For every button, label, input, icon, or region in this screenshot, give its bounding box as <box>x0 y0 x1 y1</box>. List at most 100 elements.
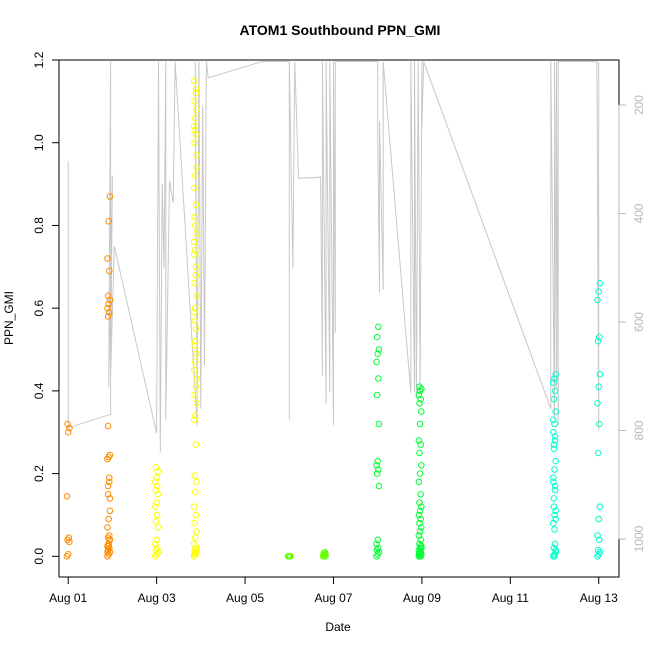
data-point <box>417 515 425 523</box>
data-point <box>417 491 425 498</box>
data-point <box>192 548 199 556</box>
data-point <box>66 424 73 432</box>
data-point <box>415 532 423 539</box>
data-point <box>551 482 559 490</box>
data-point <box>373 333 381 341</box>
data-point <box>104 313 112 320</box>
data-point <box>416 499 423 506</box>
data-point <box>594 296 601 304</box>
data-point <box>106 193 114 200</box>
data-point <box>594 532 601 539</box>
data-point <box>192 325 200 333</box>
data-point <box>192 247 199 254</box>
data-point <box>322 553 329 560</box>
data-point <box>416 383 423 391</box>
data-point <box>191 391 198 399</box>
data-point <box>152 486 160 494</box>
y2-tick-label: 200 <box>632 95 646 115</box>
data-point <box>550 428 557 436</box>
data-point <box>105 300 112 308</box>
data-point <box>193 544 200 552</box>
data-point <box>106 532 113 539</box>
data-point <box>551 437 559 444</box>
depth-line <box>67 61 600 453</box>
data-point <box>416 420 424 428</box>
data-point <box>374 457 382 465</box>
data-point <box>64 420 71 428</box>
data-point <box>416 528 424 535</box>
data-point <box>193 292 200 300</box>
data-point <box>190 238 198 246</box>
data-point <box>594 337 602 345</box>
data-point <box>551 387 559 395</box>
data-point <box>418 503 425 511</box>
data-point <box>192 337 199 345</box>
data-point <box>551 553 558 560</box>
data-point <box>418 542 425 550</box>
y-tick-label: 0.8 <box>32 217 46 234</box>
data-point <box>104 292 112 300</box>
data-point <box>154 491 162 498</box>
data-point <box>550 495 558 502</box>
data-point <box>375 375 382 382</box>
data-point <box>552 507 560 515</box>
data-point <box>191 317 198 324</box>
data-point <box>375 466 382 473</box>
data-point <box>193 151 200 159</box>
data-point <box>193 350 200 358</box>
data-point <box>286 553 294 560</box>
data-point <box>552 457 560 465</box>
data-point <box>104 422 112 430</box>
data-point <box>105 218 112 225</box>
data-point <box>193 528 200 535</box>
data-point <box>192 114 199 122</box>
data-point <box>418 408 425 415</box>
data-point <box>64 428 72 436</box>
data-point <box>552 408 560 415</box>
data-point <box>191 213 198 221</box>
data-point <box>595 515 603 523</box>
data-point <box>105 542 112 550</box>
data-point <box>550 441 558 448</box>
data-point <box>191 519 198 527</box>
data-point <box>192 201 200 209</box>
data-point <box>551 420 558 428</box>
data-point <box>551 466 558 473</box>
data-point <box>415 391 423 399</box>
data-point <box>550 416 557 424</box>
data-point <box>105 540 112 548</box>
data-point <box>66 538 73 546</box>
data-point <box>193 164 200 171</box>
data-point <box>550 445 558 453</box>
data-point <box>191 98 198 105</box>
data-point <box>551 375 558 382</box>
data-point <box>550 474 557 482</box>
data-point <box>104 482 112 490</box>
data-point <box>104 304 111 312</box>
data-point <box>551 526 558 533</box>
x-tick-label: Aug 01 <box>49 591 87 605</box>
data-point <box>552 515 560 523</box>
data-point <box>551 540 559 548</box>
data-point <box>153 499 160 506</box>
data-point <box>596 536 603 544</box>
data-point <box>415 478 423 486</box>
data-point <box>375 548 383 556</box>
data-point <box>192 172 199 180</box>
data-point <box>550 379 557 386</box>
data-point <box>418 462 425 469</box>
data-point <box>192 222 199 229</box>
y2-tick-label: 1000 <box>632 525 646 552</box>
data-point <box>192 358 199 366</box>
data-point <box>192 85 200 93</box>
depth-line-layer <box>67 61 600 453</box>
data-point <box>190 251 198 258</box>
data-point <box>595 288 603 295</box>
data-point <box>552 546 560 554</box>
data-point <box>416 400 423 407</box>
data-point <box>190 122 198 130</box>
data-point <box>106 474 113 482</box>
data-point <box>375 482 383 490</box>
data-point <box>596 548 604 556</box>
data-point <box>153 544 161 552</box>
